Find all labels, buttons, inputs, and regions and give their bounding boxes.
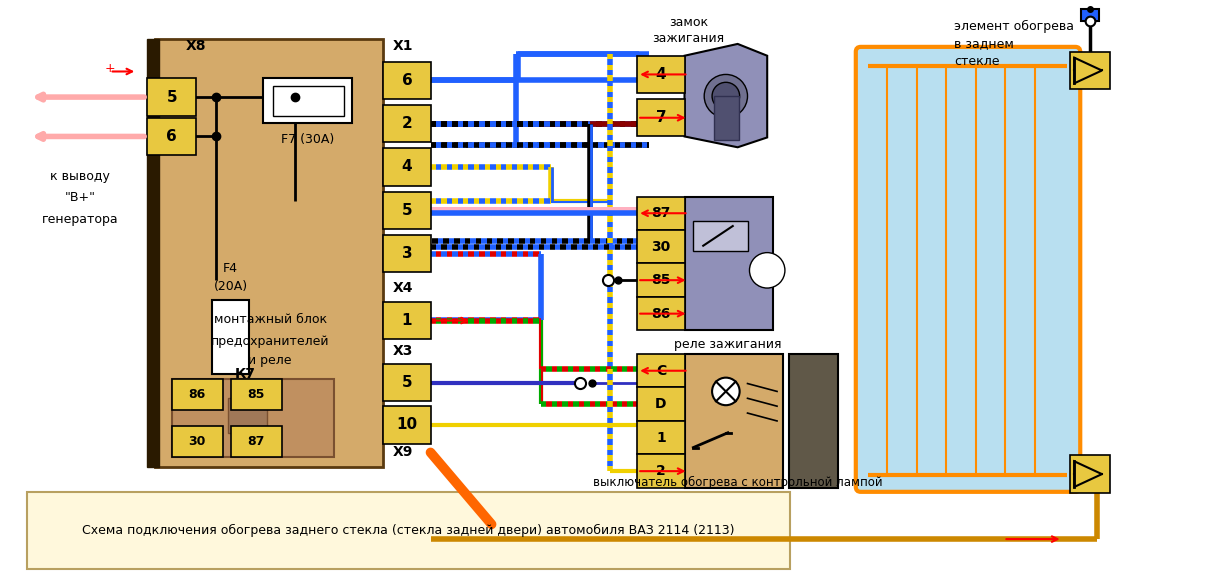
Text: выключатель обогрева с контрольной лампой: выключатель обогрева с контрольной лампо… — [593, 476, 882, 489]
Bar — [384, 235, 430, 272]
Circle shape — [712, 378, 739, 405]
Bar — [637, 264, 684, 297]
Text: 5: 5 — [402, 203, 412, 218]
Circle shape — [704, 75, 748, 118]
Bar — [231, 378, 282, 410]
Text: Схема подключения обогрева заднего стекла (стекла задней двери) автомобиля ВАЗ 2: Схема подключения обогрева заднего стекл… — [82, 524, 734, 537]
Bar — [637, 354, 684, 388]
Bar — [637, 421, 684, 454]
Text: 7: 7 — [655, 110, 666, 125]
Bar — [263, 78, 352, 122]
Bar — [384, 62, 430, 99]
Text: F4: F4 — [224, 262, 238, 275]
Text: предохранителей: предохранителей — [211, 335, 329, 347]
Text: 5: 5 — [166, 90, 177, 104]
Text: 85: 85 — [248, 388, 265, 401]
Text: 4: 4 — [655, 67, 666, 82]
Text: X3: X3 — [392, 344, 413, 358]
Bar — [227, 398, 268, 433]
Bar — [171, 378, 222, 410]
Text: реле зажигания: реле зажигания — [675, 338, 782, 350]
FancyBboxPatch shape — [855, 47, 1080, 492]
Bar — [637, 196, 684, 230]
Bar — [384, 364, 430, 401]
Text: 6: 6 — [166, 129, 177, 144]
Bar — [693, 221, 748, 251]
Text: (20А): (20А) — [214, 280, 248, 293]
Bar — [384, 105, 430, 142]
Bar — [147, 78, 197, 116]
Text: 86: 86 — [651, 307, 671, 321]
Circle shape — [749, 252, 785, 288]
Text: 6: 6 — [402, 73, 412, 88]
Text: 85: 85 — [651, 273, 671, 287]
Text: 5: 5 — [402, 375, 412, 390]
Text: 87: 87 — [651, 206, 671, 220]
Text: 86: 86 — [188, 388, 205, 401]
Text: F7 (30А): F7 (30А) — [281, 133, 334, 146]
Bar — [27, 492, 789, 568]
Text: в заднем: в заднем — [954, 37, 1014, 50]
Bar — [684, 354, 783, 488]
Bar — [384, 148, 430, 185]
Text: X4: X4 — [392, 281, 413, 295]
Bar — [171, 426, 222, 458]
Text: 2: 2 — [656, 464, 666, 478]
Polygon shape — [1074, 58, 1102, 83]
Bar — [789, 354, 838, 488]
Text: 2: 2 — [402, 116, 412, 131]
Bar — [211, 300, 249, 374]
Text: 30: 30 — [651, 240, 671, 254]
Text: 4: 4 — [402, 160, 412, 174]
Text: генератора: генератора — [42, 213, 119, 226]
Text: монтажный блок: монтажный блок — [214, 313, 326, 326]
Bar — [171, 378, 334, 458]
Bar — [684, 196, 774, 331]
Text: К7: К7 — [235, 367, 255, 381]
Bar — [147, 118, 197, 155]
Text: X8: X8 — [186, 39, 207, 53]
Bar — [273, 86, 343, 116]
Bar — [155, 39, 384, 467]
Text: стекле: стекле — [954, 55, 1000, 68]
Polygon shape — [1074, 461, 1102, 487]
Bar — [637, 99, 684, 136]
Text: 10: 10 — [396, 417, 418, 433]
Text: "В+": "В+" — [65, 191, 95, 204]
Bar — [147, 39, 159, 467]
Bar — [714, 96, 738, 141]
Text: 30: 30 — [188, 435, 207, 448]
Text: элемент обогрева: элемент обогрева — [954, 20, 1074, 33]
Bar — [637, 297, 684, 331]
Bar — [231, 426, 282, 458]
Text: зажигания: зажигания — [653, 31, 725, 44]
Text: 3: 3 — [402, 246, 412, 261]
Circle shape — [712, 82, 739, 110]
Text: 1: 1 — [656, 431, 666, 445]
Bar — [637, 388, 684, 421]
Bar — [637, 230, 684, 264]
Bar — [637, 56, 684, 93]
Text: и реле: и реле — [248, 354, 292, 367]
Text: D: D — [655, 397, 667, 411]
Bar — [1070, 455, 1110, 493]
Bar — [384, 302, 430, 339]
Text: к выводу: к выводу — [50, 170, 110, 183]
Text: +: + — [104, 62, 115, 75]
Text: 87: 87 — [248, 435, 265, 448]
Text: замок: замок — [668, 16, 708, 29]
Bar — [384, 406, 430, 444]
Text: X9: X9 — [392, 445, 413, 459]
Text: C: C — [656, 364, 666, 378]
Bar — [637, 454, 684, 488]
Bar — [384, 192, 430, 229]
Bar — [1081, 9, 1099, 21]
Bar — [1070, 52, 1110, 89]
Text: X1: X1 — [392, 39, 413, 53]
Text: 1: 1 — [402, 313, 412, 328]
Polygon shape — [684, 44, 767, 147]
